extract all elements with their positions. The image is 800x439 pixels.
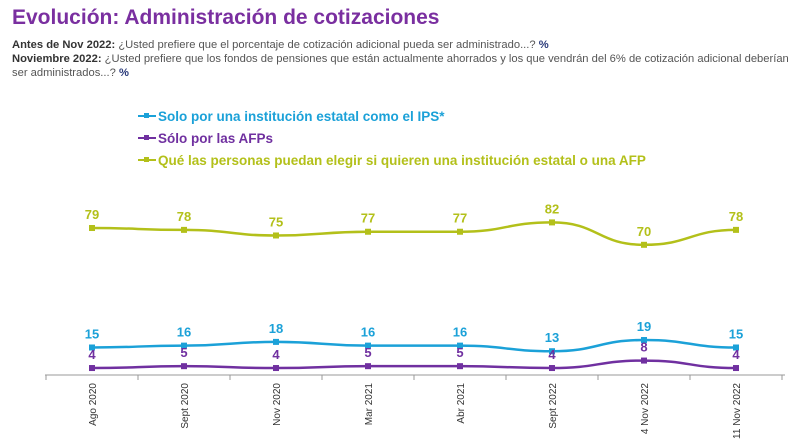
data-point xyxy=(733,226,739,233)
x-tick-label: Nov 2020 xyxy=(272,383,283,426)
data-label: 18 xyxy=(269,321,283,336)
data-point xyxy=(733,344,739,351)
data-point xyxy=(181,226,187,233)
data-label: 16 xyxy=(177,325,191,340)
legend-item: Sólo por las AFPs xyxy=(138,127,646,149)
question-nov: Noviembre 2022: ¿Usted prefiere que los … xyxy=(12,53,789,79)
series-line xyxy=(91,221,737,247)
x-tick-label: Sept 2020 xyxy=(180,383,191,429)
data-label: 77 xyxy=(361,211,375,226)
x-tick-label: Abr 2021 xyxy=(456,383,467,424)
data-point xyxy=(89,344,95,351)
x-tick-label: 11 Nov 2022 xyxy=(732,383,743,439)
data-point xyxy=(641,241,647,248)
x-tick-label: 4 Nov 2022 xyxy=(640,383,651,435)
data-point xyxy=(641,337,647,344)
legend-label: Sólo por las AFPs xyxy=(158,130,274,146)
data-point xyxy=(457,342,463,349)
data-label: 79 xyxy=(85,207,99,222)
data-point xyxy=(273,232,279,239)
data-label: 8 xyxy=(640,340,647,355)
data-label: 16 xyxy=(453,325,467,340)
series-line xyxy=(91,338,737,353)
data-label: 19 xyxy=(637,319,651,334)
data-label: 16 xyxy=(361,325,375,340)
data-label: 15 xyxy=(729,326,743,341)
legend-marker-icon xyxy=(138,157,156,162)
data-label: 5 xyxy=(180,345,187,360)
question-before: Antes de Nov 2022: ¿Usted prefiere que e… xyxy=(12,39,549,51)
data-point xyxy=(733,365,739,372)
legend-item: Qué las personas puedan elegir si quiere… xyxy=(138,149,646,171)
data-point xyxy=(273,338,279,345)
data-label: 77 xyxy=(453,211,467,226)
x-tick-label: Sept 2022 xyxy=(548,383,559,429)
data-label: 4 xyxy=(548,347,556,362)
data-label: 5 xyxy=(364,345,371,360)
legend-marker-icon xyxy=(138,113,156,118)
data-label: 4 xyxy=(88,347,96,362)
data-label: 82 xyxy=(545,201,559,216)
data-point xyxy=(181,342,187,349)
data-point xyxy=(273,365,279,372)
data-point xyxy=(457,228,463,235)
legend-marker-icon xyxy=(138,135,156,140)
data-point xyxy=(549,348,555,355)
data-point xyxy=(641,357,647,364)
data-label: 5 xyxy=(456,345,463,360)
data-point xyxy=(89,365,95,372)
data-label: 75 xyxy=(269,214,283,229)
data-label: 4 xyxy=(732,347,740,362)
legend-label: Solo por una institución estatal como el… xyxy=(158,108,445,124)
data-point xyxy=(365,363,371,370)
data-label: 15 xyxy=(85,326,99,341)
data-point xyxy=(365,342,371,349)
data-label: 70 xyxy=(637,224,651,239)
data-label: 4 xyxy=(272,347,280,362)
data-point xyxy=(457,363,463,370)
data-label: 13 xyxy=(545,330,559,345)
data-point xyxy=(181,363,187,370)
data-point xyxy=(365,228,371,235)
data-point xyxy=(89,225,95,232)
page-title: Evolución: Administración de cotizacione… xyxy=(12,6,440,29)
legend: Solo por una institución estatal como el… xyxy=(138,105,646,171)
x-tick-label: Mar 2021 xyxy=(364,383,375,426)
data-label: 78 xyxy=(729,209,743,224)
data-point xyxy=(549,365,555,372)
legend-item: Solo por una institución estatal como el… xyxy=(138,105,646,127)
x-tick-label: Ago 2020 xyxy=(88,383,99,426)
series-line xyxy=(91,359,737,370)
data-point xyxy=(549,219,555,226)
legend-label: Qué las personas puedan elegir si quiere… xyxy=(158,152,646,168)
data-label: 78 xyxy=(177,209,191,224)
